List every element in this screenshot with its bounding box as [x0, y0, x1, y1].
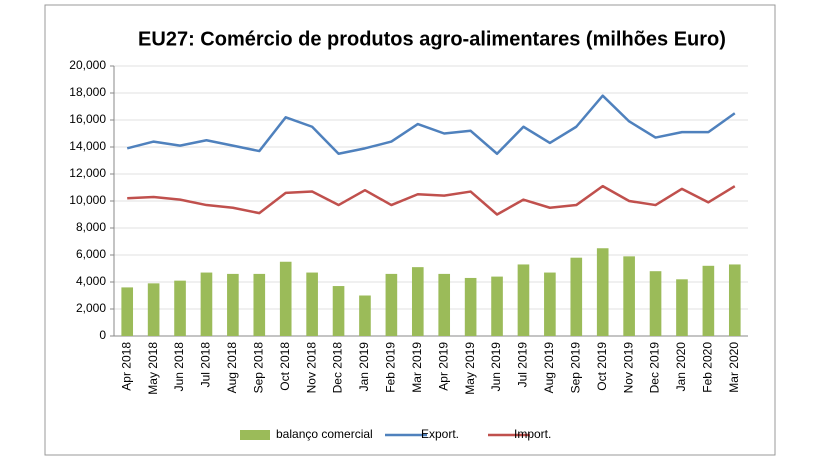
x-tick-label: Nov 2019	[621, 342, 635, 394]
bar	[279, 261, 292, 336]
x-tick-label: Apr 2019	[436, 342, 450, 391]
x-tick-label: Feb 2020	[701, 342, 715, 393]
bar	[200, 272, 213, 336]
x-tick-label: Jul 2019	[516, 342, 530, 388]
bar	[728, 264, 741, 336]
x-tick-label: Oct 2018	[278, 342, 292, 391]
bar	[438, 273, 451, 336]
legend-label: balanço comercial	[276, 427, 373, 441]
x-tick-label: Jun 2018	[172, 342, 186, 392]
x-tick-label: Jul 2018	[199, 342, 213, 388]
y-tick-label: 10,000	[69, 193, 106, 207]
y-tick-label: 2,000	[76, 301, 106, 315]
bar	[464, 277, 477, 336]
x-tick-label: Apr 2018	[119, 342, 133, 391]
bar	[491, 276, 503, 336]
y-tick-label: 6,000	[76, 247, 106, 261]
x-tick-label: Dec 2018	[331, 342, 345, 394]
bar	[676, 279, 688, 336]
bar	[306, 272, 318, 336]
chart-title: EU27: Comércio de produtos agro-alimenta…	[138, 28, 726, 50]
x-tick-label: Nov 2018	[304, 342, 318, 394]
bar	[570, 257, 583, 336]
x-tick-label: Aug 2018	[225, 342, 239, 394]
x-tick-label: Mar 2020	[727, 342, 741, 393]
y-tick-label: 16,000	[69, 112, 106, 126]
bar	[702, 265, 715, 336]
bar	[227, 273, 239, 336]
x-tick-label: Sep 2019	[568, 342, 582, 394]
line	[127, 184, 736, 216]
bar	[385, 273, 398, 336]
x-tick-label: Jan 2020	[674, 342, 688, 392]
x-tick-label: May 2018	[146, 342, 160, 395]
x-tick-label: Jun 2019	[489, 342, 503, 392]
y-tick-label: 4,000	[76, 274, 106, 288]
x-tick-label: Mar 2019	[410, 342, 424, 393]
bar	[121, 287, 134, 336]
legend-label: Export.	[421, 427, 459, 441]
bar	[253, 273, 266, 336]
bar	[596, 248, 609, 336]
bar	[174, 280, 186, 336]
x-tick-label: Feb 2019	[384, 342, 398, 393]
bar	[147, 283, 160, 336]
bar	[649, 271, 662, 336]
bar	[544, 272, 556, 336]
y-tick-label: 0	[99, 328, 106, 342]
bar	[517, 264, 530, 336]
x-tick-label: Oct 2019	[595, 342, 609, 391]
legend-swatch	[240, 430, 270, 440]
line	[126, 94, 736, 155]
chart-frame	[44, 4, 776, 456]
x-tick-label: Jan 2019	[357, 342, 371, 392]
y-tick-label: 20,000	[69, 58, 106, 72]
y-tick-label: 14,000	[69, 139, 106, 153]
x-tick-label: May 2019	[463, 342, 477, 395]
y-tick-label: 18,000	[69, 85, 106, 99]
bar	[359, 295, 371, 336]
bar	[411, 267, 424, 336]
y-tick-label: 12,000	[69, 166, 106, 180]
x-tick-label: Dec 2019	[648, 342, 662, 394]
legend-label: Import.	[514, 427, 551, 441]
y-tick-label: 8,000	[76, 220, 106, 234]
x-tick-label: Sep 2018	[251, 342, 265, 394]
x-tick-label: Aug 2019	[542, 342, 556, 394]
bar	[623, 256, 635, 336]
bar	[332, 286, 345, 336]
